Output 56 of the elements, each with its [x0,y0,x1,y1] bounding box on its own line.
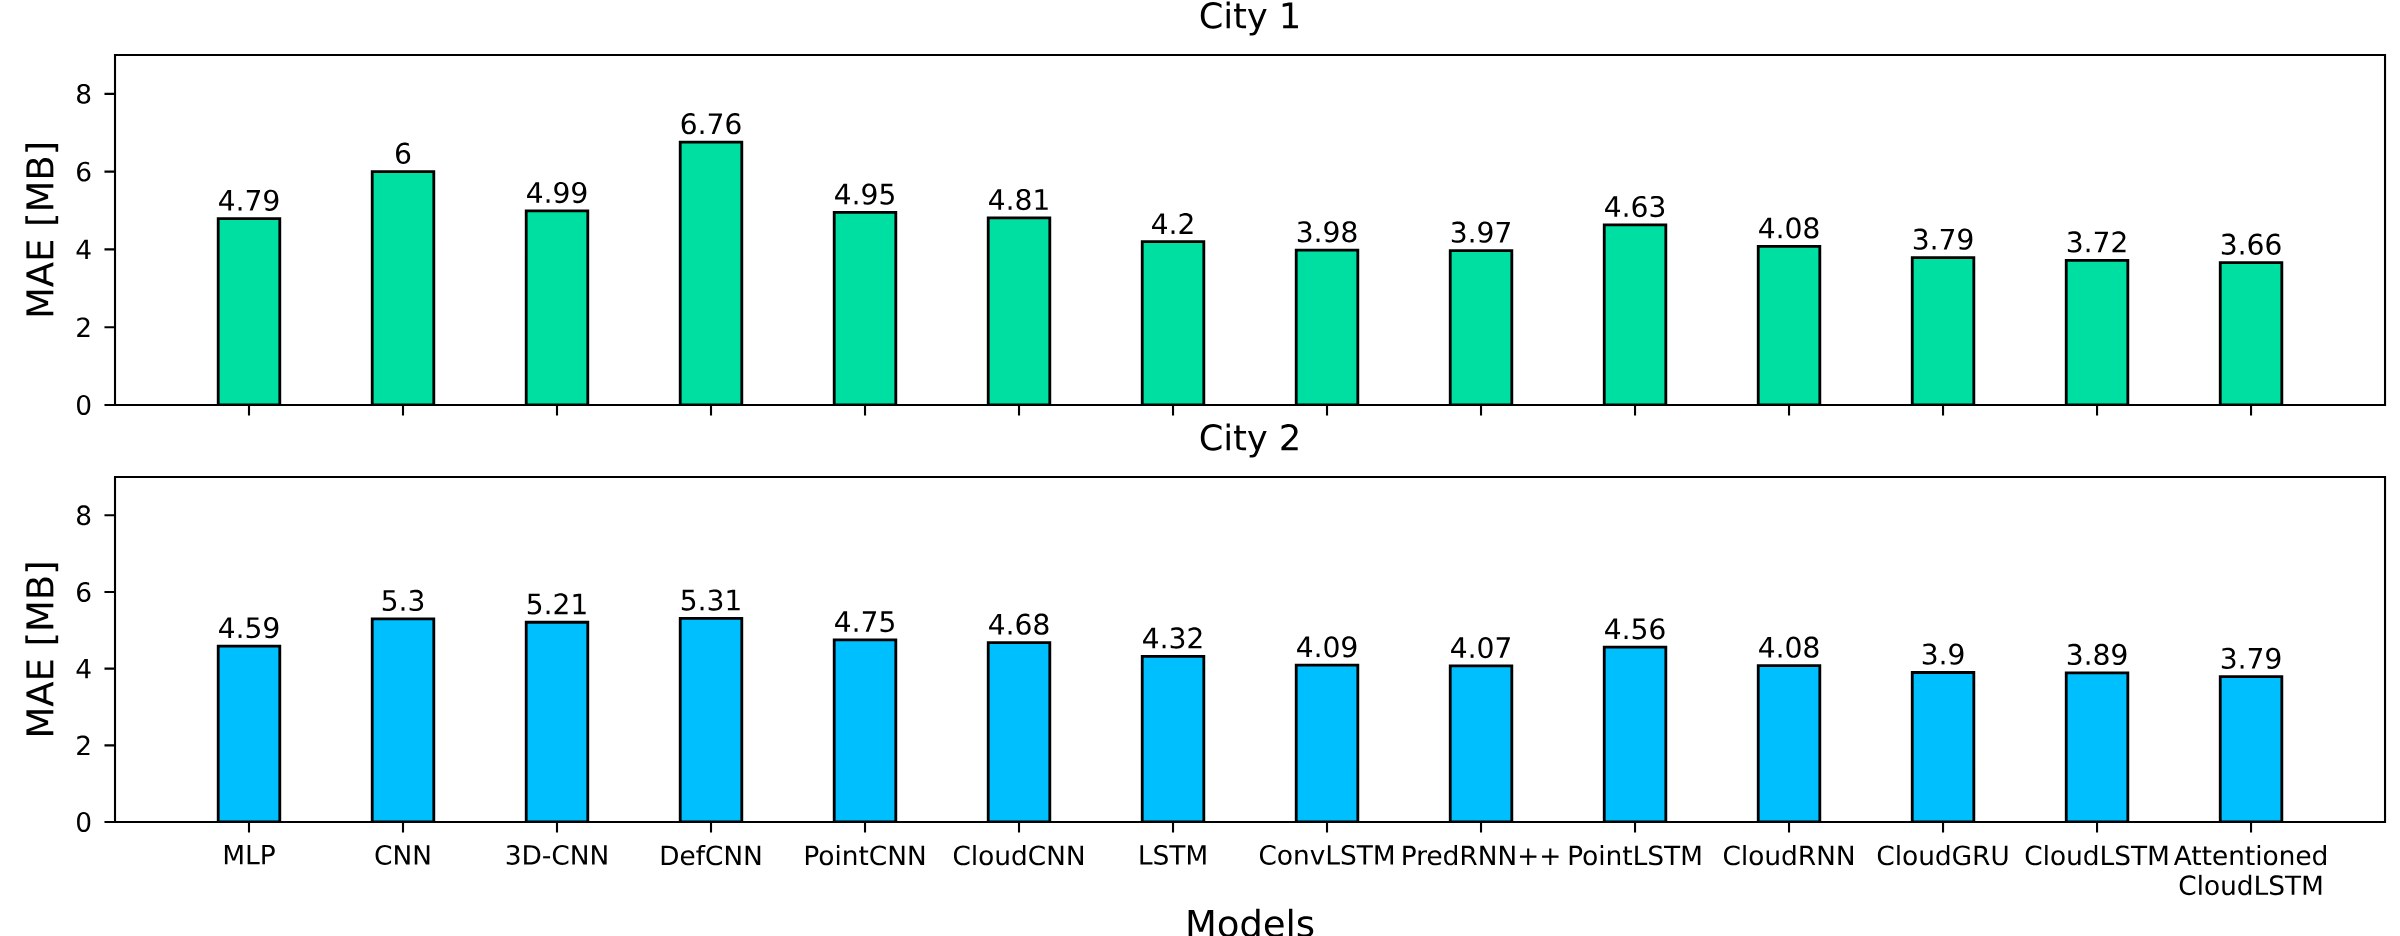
x-tick-label: CNN [375,844,430,865]
data-label: 3.72 [2067,231,2126,253]
x-tick-label: PointCNN [805,844,925,866]
x-tick-label: ConvLSTM [1259,844,1394,865]
data-label: 3.89 [2067,643,2127,666]
data-label: 5.21 [527,593,586,615]
y-tick-label: 4 [76,239,91,260]
chart-title: City 1 [1200,1,1298,36]
y-tick-label: 4 [76,659,91,679]
data-label: 4.95 [835,183,894,205]
x-tick-label: DefCNN [661,844,761,866]
y-tick-label: 6 [77,161,91,182]
x-tick-label: CloudCNN [953,844,1084,866]
data-label: 4.63 [1605,195,1665,218]
data-label: 3.66 [2221,233,2281,255]
data-label: 4.59 [219,617,279,639]
x-tick-label: PredRNN++ [1403,844,1559,866]
data-label: 3.9 [1922,643,1964,665]
data-label: 3.98 [1297,221,1357,243]
data-label: 4.08 [1759,217,1819,239]
y-tick-label: 2 [77,735,90,756]
y-axis-title: MAE [MB] [25,563,59,735]
x-tick-label: PointLSTM [1569,844,1701,866]
data-label: 4.68 [989,613,1049,635]
data-label: 6 [396,142,411,164]
data-label: 4.75 [835,611,894,633]
data-label: 4.09 [1297,636,1357,658]
data-label: 4.08 [1759,636,1819,658]
data-label: 4.79 [219,189,279,211]
data-label: 4.07 [1451,636,1510,659]
x-tick-label: CloudLSTM [2025,844,2168,866]
data-label: 3.97 [1451,221,1510,243]
x-tick-label: CloudGRU [1877,844,2008,866]
data-label: 3.79 [2221,647,2281,669]
x-tick-label: Attentioned CloudLSTM [2173,844,2326,896]
data-label: 4.81 [989,188,1048,211]
x-tick-label: MLP [224,844,275,865]
data-label: 4.56 [1605,618,1665,640]
chart-title: City 2 [1200,423,1298,458]
y-tick-label: 0 [77,812,91,832]
y-tick-label: 6 [77,582,91,602]
y-axis-title: MAE [MB] [25,144,59,316]
data-label: 4.2 [1152,213,1193,234]
x-tick-label: 3D-CNN [506,844,607,865]
data-label: 4.99 [527,181,587,204]
y-tick-label: 8 [77,505,91,526]
data-label: 4.32 [1143,627,1202,649]
y-tick-label: 0 [77,394,91,415]
data-label: 5.31 [681,589,740,611]
y-tick-label: 2 [77,317,90,337]
data-label: 6.76 [681,113,741,135]
x-tick-label: LSTM [1140,844,1206,865]
x-tick-label: CloudRNN [1724,844,1853,866]
y-tick-label: 8 [77,83,91,104]
data-label: 5.3 [382,589,424,612]
data-label: 3.79 [1913,228,1973,250]
